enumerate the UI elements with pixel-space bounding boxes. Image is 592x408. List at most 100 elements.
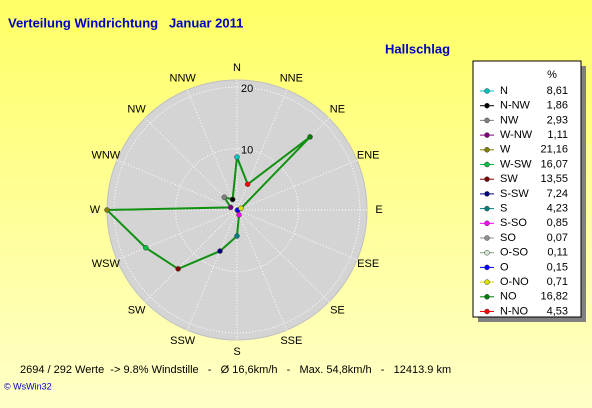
legend-marker bbox=[484, 102, 490, 109]
data-point bbox=[307, 134, 313, 140]
spoke bbox=[186, 209, 238, 331]
data-point bbox=[217, 248, 223, 254]
legend-marker bbox=[484, 205, 490, 212]
legend-label: S-SW bbox=[500, 188, 529, 200]
data-point bbox=[234, 233, 240, 239]
legend-header: % bbox=[547, 69, 557, 81]
data-point bbox=[238, 205, 244, 212]
data-point bbox=[229, 196, 236, 203]
legend-box bbox=[472, 60, 582, 318]
legend-marker bbox=[484, 161, 490, 168]
legend-value: 4,53 bbox=[547, 305, 568, 317]
grid-ring bbox=[113, 86, 361, 334]
data-point bbox=[104, 207, 110, 213]
spoke bbox=[116, 209, 238, 261]
legend-marker bbox=[484, 176, 490, 182]
data-point bbox=[175, 266, 181, 272]
legend-value: 8,61 bbox=[547, 85, 568, 97]
legend-value: 0,11 bbox=[547, 247, 568, 259]
spoke bbox=[236, 209, 330, 303]
legend-label: W-NW bbox=[500, 129, 533, 141]
spoke bbox=[186, 89, 238, 211]
spoke bbox=[144, 209, 238, 303]
spoke bbox=[236, 209, 358, 261]
legend-value: 7,24 bbox=[547, 188, 568, 200]
legend-marker bbox=[484, 308, 490, 315]
legend-marker bbox=[484, 147, 490, 153]
legend-marker bbox=[484, 88, 490, 94]
direction-label: SW bbox=[128, 304, 146, 316]
legend-marker bbox=[484, 294, 490, 300]
legend-value: 0,85 bbox=[547, 217, 568, 229]
spoke bbox=[144, 117, 238, 211]
legend-marker bbox=[484, 279, 490, 285]
legend-label: NO bbox=[500, 291, 517, 303]
direction-label: NNW bbox=[170, 73, 197, 85]
data-point bbox=[244, 181, 251, 188]
data-point bbox=[143, 245, 149, 251]
legend-label: O bbox=[500, 261, 509, 273]
legend-value: 1,11 bbox=[547, 129, 568, 141]
direction-label: SSW bbox=[170, 335, 196, 347]
legend-marker bbox=[484, 235, 490, 241]
legend-value: 0,71 bbox=[547, 276, 568, 288]
legend-value: 2,93 bbox=[547, 114, 568, 126]
legend-label: SW bbox=[500, 173, 518, 185]
legend-marker bbox=[484, 117, 490, 124]
r-tick-label: 20 bbox=[241, 83, 253, 95]
legend-label: N-NW bbox=[500, 100, 531, 112]
direction-label: ENE bbox=[357, 150, 380, 162]
direction-label: WSW bbox=[92, 258, 121, 270]
credit: © WsWin32 bbox=[4, 381, 52, 391]
r-tick-label: 10 bbox=[241, 144, 253, 156]
chart-title: Verteilung Windrichtung Januar 2011 bbox=[8, 15, 243, 30]
legend-value: 16,07 bbox=[540, 158, 568, 170]
legend-value: 16,82 bbox=[540, 291, 568, 303]
data-point bbox=[221, 194, 228, 201]
spoke bbox=[236, 159, 358, 211]
footer: 2694 / 292 Werte -> 9.8% Windstille - Ø … bbox=[20, 364, 451, 376]
legend-label: O-SO bbox=[500, 247, 529, 259]
legend-label: W bbox=[500, 144, 511, 156]
data-point bbox=[236, 212, 242, 218]
legend-value: 0,15 bbox=[547, 261, 568, 273]
legend-value: 4,23 bbox=[547, 203, 568, 215]
spoke bbox=[236, 209, 288, 331]
chart-subtitle: Hallschlag bbox=[385, 41, 450, 56]
direction-label: S bbox=[233, 346, 240, 358]
direction-label: WNW bbox=[91, 150, 120, 162]
data-point bbox=[227, 204, 234, 211]
legend-value: 1,86 bbox=[547, 100, 568, 112]
data-point bbox=[234, 154, 240, 160]
direction-label: N bbox=[233, 62, 241, 74]
legend-label: O-NO bbox=[500, 276, 529, 288]
legend-label: SO bbox=[500, 232, 516, 244]
direction-label: SSE bbox=[280, 335, 302, 347]
legend-label: N-NO bbox=[500, 305, 529, 317]
legend-value: 0,07 bbox=[547, 232, 568, 244]
legend-label: NW bbox=[500, 114, 519, 126]
legend-marker bbox=[484, 249, 490, 256]
direction-label: NNE bbox=[280, 73, 303, 85]
spoke bbox=[236, 89, 288, 211]
direction-label: NE bbox=[330, 103, 345, 115]
legend-marker bbox=[484, 264, 490, 271]
legend-marker bbox=[484, 191, 490, 197]
legend-value: 13,55 bbox=[540, 173, 568, 185]
direction-label: NW bbox=[127, 103, 146, 115]
spoke bbox=[236, 117, 330, 211]
legend-label: W-SW bbox=[500, 158, 532, 170]
direction-label: ESE bbox=[357, 258, 379, 270]
grid-ring bbox=[175, 148, 299, 272]
legend-label: S bbox=[500, 203, 507, 215]
direction-label: E bbox=[375, 204, 382, 216]
legend-marker bbox=[484, 220, 490, 227]
legend-label: S-SO bbox=[500, 217, 527, 229]
legend-label: N bbox=[500, 85, 508, 97]
legend-marker bbox=[484, 132, 490, 138]
direction-label: SE bbox=[330, 304, 345, 316]
spoke bbox=[116, 159, 238, 211]
legend-value: 21,16 bbox=[540, 144, 568, 156]
direction-label: W bbox=[90, 204, 101, 216]
